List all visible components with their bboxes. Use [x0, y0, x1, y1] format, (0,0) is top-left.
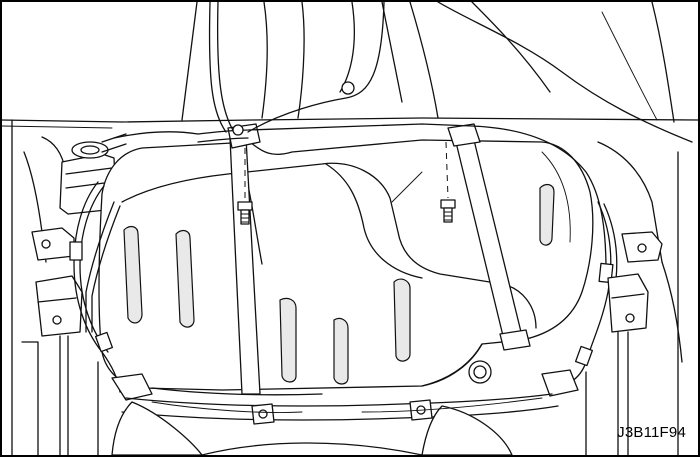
- bolt-icon: [440, 199, 456, 223]
- right-body-structure: [597, 141, 683, 455]
- fuel-tank: [98, 139, 594, 396]
- right-strap-bolt: [440, 141, 456, 223]
- left-strap-bolt: [237, 148, 253, 225]
- vehicle-body-contours: [2, 2, 698, 143]
- rear-crossmember: [97, 361, 587, 455]
- bolt-icon: [237, 201, 253, 225]
- brake-cables: [69, 181, 618, 393]
- right-tank-strap: [447, 123, 531, 351]
- figure-code: J3B11F94: [617, 424, 686, 441]
- fuel-lines: [85, 2, 607, 333]
